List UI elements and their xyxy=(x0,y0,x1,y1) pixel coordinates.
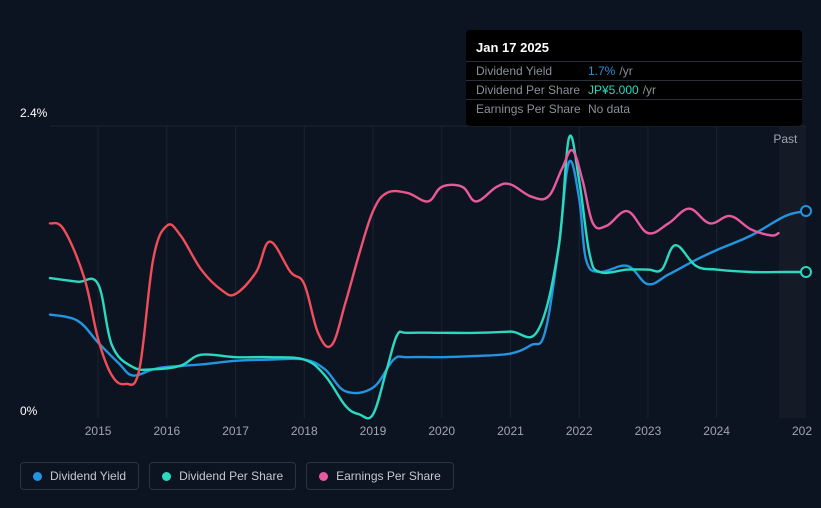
tooltip-row-value: 1.7% xyxy=(588,64,615,78)
x-axis-tick-label: 2018 xyxy=(291,424,318,438)
y-axis-top-label: 2.4% xyxy=(20,106,47,120)
y-axis-bottom-label: 0% xyxy=(20,404,37,418)
tooltip-row-label: Dividend Per Share xyxy=(476,83,588,97)
legend: Dividend Yield Dividend Per Share Earnin… xyxy=(20,462,454,490)
legend-item-label: Dividend Yield xyxy=(50,469,126,483)
tooltip-row: Earnings Per Share No data xyxy=(466,99,802,118)
x-axis-tick-label: 2015 xyxy=(85,424,112,438)
plot-region: Past xyxy=(50,126,806,418)
x-axis-tick-label: 2019 xyxy=(360,424,387,438)
legend-item-earnings-per-share[interactable]: Earnings Per Share xyxy=(306,462,454,490)
tooltip-row-value: No data xyxy=(588,102,630,116)
x-axis-tick-label: 2021 xyxy=(497,424,524,438)
legend-item-label: Earnings Per Share xyxy=(336,469,441,483)
series-end-marker xyxy=(800,266,812,278)
x-axis-tick-label: 2017 xyxy=(222,424,249,438)
series-end-marker xyxy=(800,205,812,217)
chart-svg xyxy=(50,126,806,418)
tooltip-row-suffix: /yr xyxy=(619,64,632,78)
legend-dot xyxy=(162,472,171,481)
tooltip-row-label: Dividend Yield xyxy=(476,64,588,78)
chart-tooltip: Jan 17 2025 Dividend Yield 1.7% /yr Divi… xyxy=(466,30,802,126)
tooltip-row-label: Earnings Per Share xyxy=(476,102,588,116)
tooltip-row: Dividend Per Share JP¥5.000 /yr xyxy=(466,80,802,99)
x-axis-tick-label: 2016 xyxy=(153,424,180,438)
tooltip-date: Jan 17 2025 xyxy=(466,38,802,61)
x-axis-labels: 2015 2016 2017 2018 2019 2020 2021 2022 2023 2024… xyxy=(50,424,806,440)
x-axis-tick-label: 2024 xyxy=(703,424,730,438)
x-axis-tick-label: 2023 xyxy=(635,424,662,438)
tooltip-row-value: JP¥5.000 xyxy=(588,83,639,97)
x-axis-tick-label: 2020 xyxy=(428,424,455,438)
legend-item-label: Dividend Per Share xyxy=(179,469,283,483)
x-axis-tick-label: 202 xyxy=(792,424,812,438)
tooltip-row-suffix: /yr xyxy=(643,83,656,97)
legend-dot xyxy=(319,472,328,481)
chart-area[interactable]: 2.4% 0% Past 2015 2016 2017 2018 2019 2020 202… xyxy=(20,108,806,446)
legend-dot xyxy=(33,472,42,481)
x-axis-tick-label: 2022 xyxy=(566,424,593,438)
legend-item-dividend-per-share[interactable]: Dividend Per Share xyxy=(149,462,296,490)
tooltip-row: Dividend Yield 1.7% /yr xyxy=(466,61,802,80)
legend-item-dividend-yield[interactable]: Dividend Yield xyxy=(20,462,139,490)
